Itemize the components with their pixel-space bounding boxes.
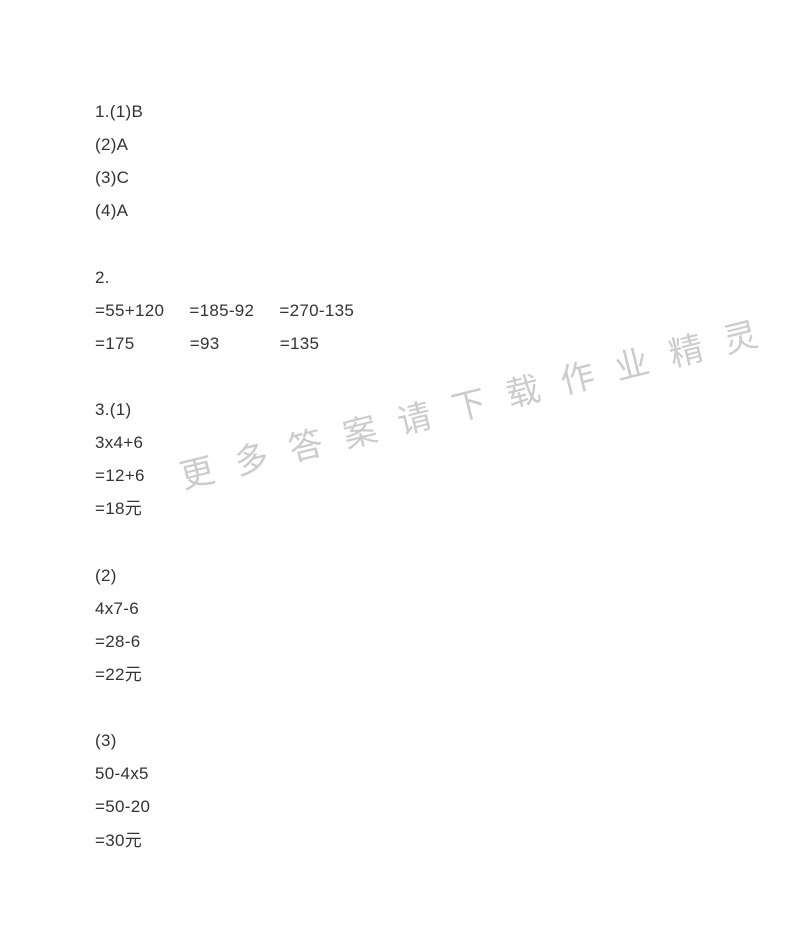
line: 2. [95,261,800,294]
line: 1.(1)B [95,95,800,128]
line: (3)C [95,161,800,194]
line: (2) [95,559,800,592]
line: 50-4x5 [95,757,800,790]
line: 3.(1) [95,393,800,426]
line: =55+120 =185-92 =270-135 [95,294,800,327]
line: =28-6 [95,625,800,658]
line: =30元 [95,824,800,857]
blank-line [95,228,800,261]
blank-line [95,691,800,724]
line: =18元 [95,492,800,525]
line: =12+6 [95,459,800,492]
line: =22元 [95,658,800,691]
line: 4x7-6 [95,592,800,625]
line: =50-20 [95,790,800,823]
answer-content: 1.(1)B (2)A (3)C (4)A 2. =55+120 =185-92… [0,0,800,857]
line: 3x4+6 [95,426,800,459]
line: (4)A [95,194,800,227]
line: =175 =93 =135 [95,327,800,360]
blank-line [95,360,800,393]
line: (3) [95,724,800,757]
line: (2)A [95,128,800,161]
blank-line [95,526,800,559]
